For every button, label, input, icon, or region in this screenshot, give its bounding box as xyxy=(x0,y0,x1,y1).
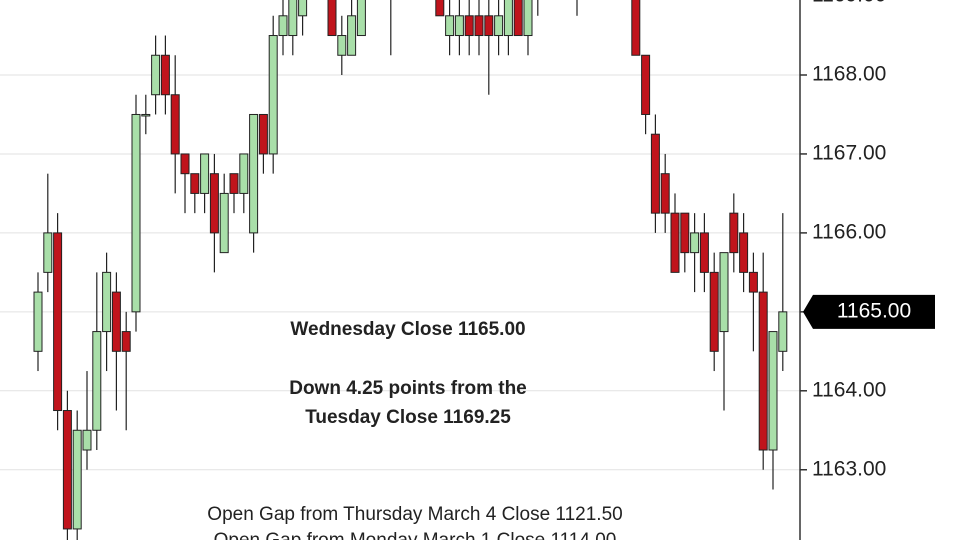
candle-body xyxy=(209,173,219,234)
last-price-box xyxy=(803,294,935,329)
grid xyxy=(0,74,800,471)
candle-body xyxy=(62,410,72,530)
candle-body xyxy=(102,271,112,333)
candle-body xyxy=(258,113,268,155)
candle-body xyxy=(200,153,210,194)
candle-body xyxy=(768,331,778,451)
y-axis-labels: 1163.00 1164.00 1165.00 1166.00 1167.00 1168.… xyxy=(800,0,935,480)
candle-body xyxy=(268,35,278,155)
candle-body xyxy=(748,271,758,293)
candle-body xyxy=(170,94,180,155)
candle-body xyxy=(758,291,768,451)
candle-body xyxy=(327,0,337,37)
candle-body xyxy=(690,232,700,254)
candle-body xyxy=(298,0,308,17)
candle-body xyxy=(494,15,504,37)
candle-body xyxy=(484,15,494,37)
candle-body xyxy=(641,54,651,115)
candle-body xyxy=(239,153,249,194)
candle-body xyxy=(631,0,641,56)
candle-body xyxy=(445,15,455,37)
candle-body xyxy=(454,15,464,37)
candle-body xyxy=(249,113,259,234)
candle-body xyxy=(180,153,190,175)
candle-body xyxy=(699,232,709,273)
candle-body xyxy=(43,232,53,273)
candle-body xyxy=(474,15,484,37)
y-tick-label: 1168.00 xyxy=(812,63,886,86)
candle-body xyxy=(72,429,82,530)
candle-body xyxy=(650,133,660,214)
y-tick-label: 1166.00 xyxy=(812,220,886,243)
candle-body xyxy=(111,291,121,352)
candle-body xyxy=(337,35,347,56)
candle-body xyxy=(523,0,533,37)
candle-body xyxy=(778,311,788,352)
candle-body xyxy=(121,331,131,352)
candle-body xyxy=(709,271,719,352)
candle-body xyxy=(729,212,739,254)
candle-body xyxy=(33,291,43,352)
y-tick-label: 1169.00 xyxy=(812,0,886,7)
y-tick-label: 1164.00 xyxy=(812,378,886,401)
annotation: Wednesday Close 1165.00 xyxy=(290,319,525,340)
candle-body xyxy=(131,113,141,313)
candle-body xyxy=(435,0,445,17)
candle-body xyxy=(278,15,288,37)
last-price-label: 1165.00 xyxy=(837,299,911,322)
annotation: Open Gap from Monday March 1 Close 1114.… xyxy=(214,530,617,540)
candle-body xyxy=(82,429,92,451)
candle-body xyxy=(670,212,680,273)
candle-body xyxy=(151,54,161,96)
candle-body xyxy=(464,15,474,37)
candle-body xyxy=(229,173,239,194)
candle-body xyxy=(219,192,229,254)
candle-body xyxy=(680,212,690,254)
candle-body xyxy=(719,252,729,333)
candle-body xyxy=(513,0,523,37)
annotation: Tuesday Close 1169.25 xyxy=(305,407,511,428)
y-tick-label: 1167.00 xyxy=(812,141,886,164)
candle-body xyxy=(190,173,200,194)
candle-body xyxy=(92,331,102,431)
candle-body xyxy=(53,232,63,412)
candle-body xyxy=(503,0,513,37)
candle-body xyxy=(347,15,357,56)
candle-body xyxy=(739,232,749,273)
candle-body xyxy=(356,0,366,37)
candle-body xyxy=(660,173,670,214)
candles xyxy=(33,0,788,540)
annotation: Open Gap from Thursday March 4 Close 112… xyxy=(207,504,622,525)
candle-body xyxy=(141,113,151,117)
candle-body xyxy=(288,0,298,37)
candle-body xyxy=(160,54,170,96)
y-tick-label: 1163.00 xyxy=(812,457,886,480)
annotation: Down 4.25 points from the xyxy=(289,378,527,399)
